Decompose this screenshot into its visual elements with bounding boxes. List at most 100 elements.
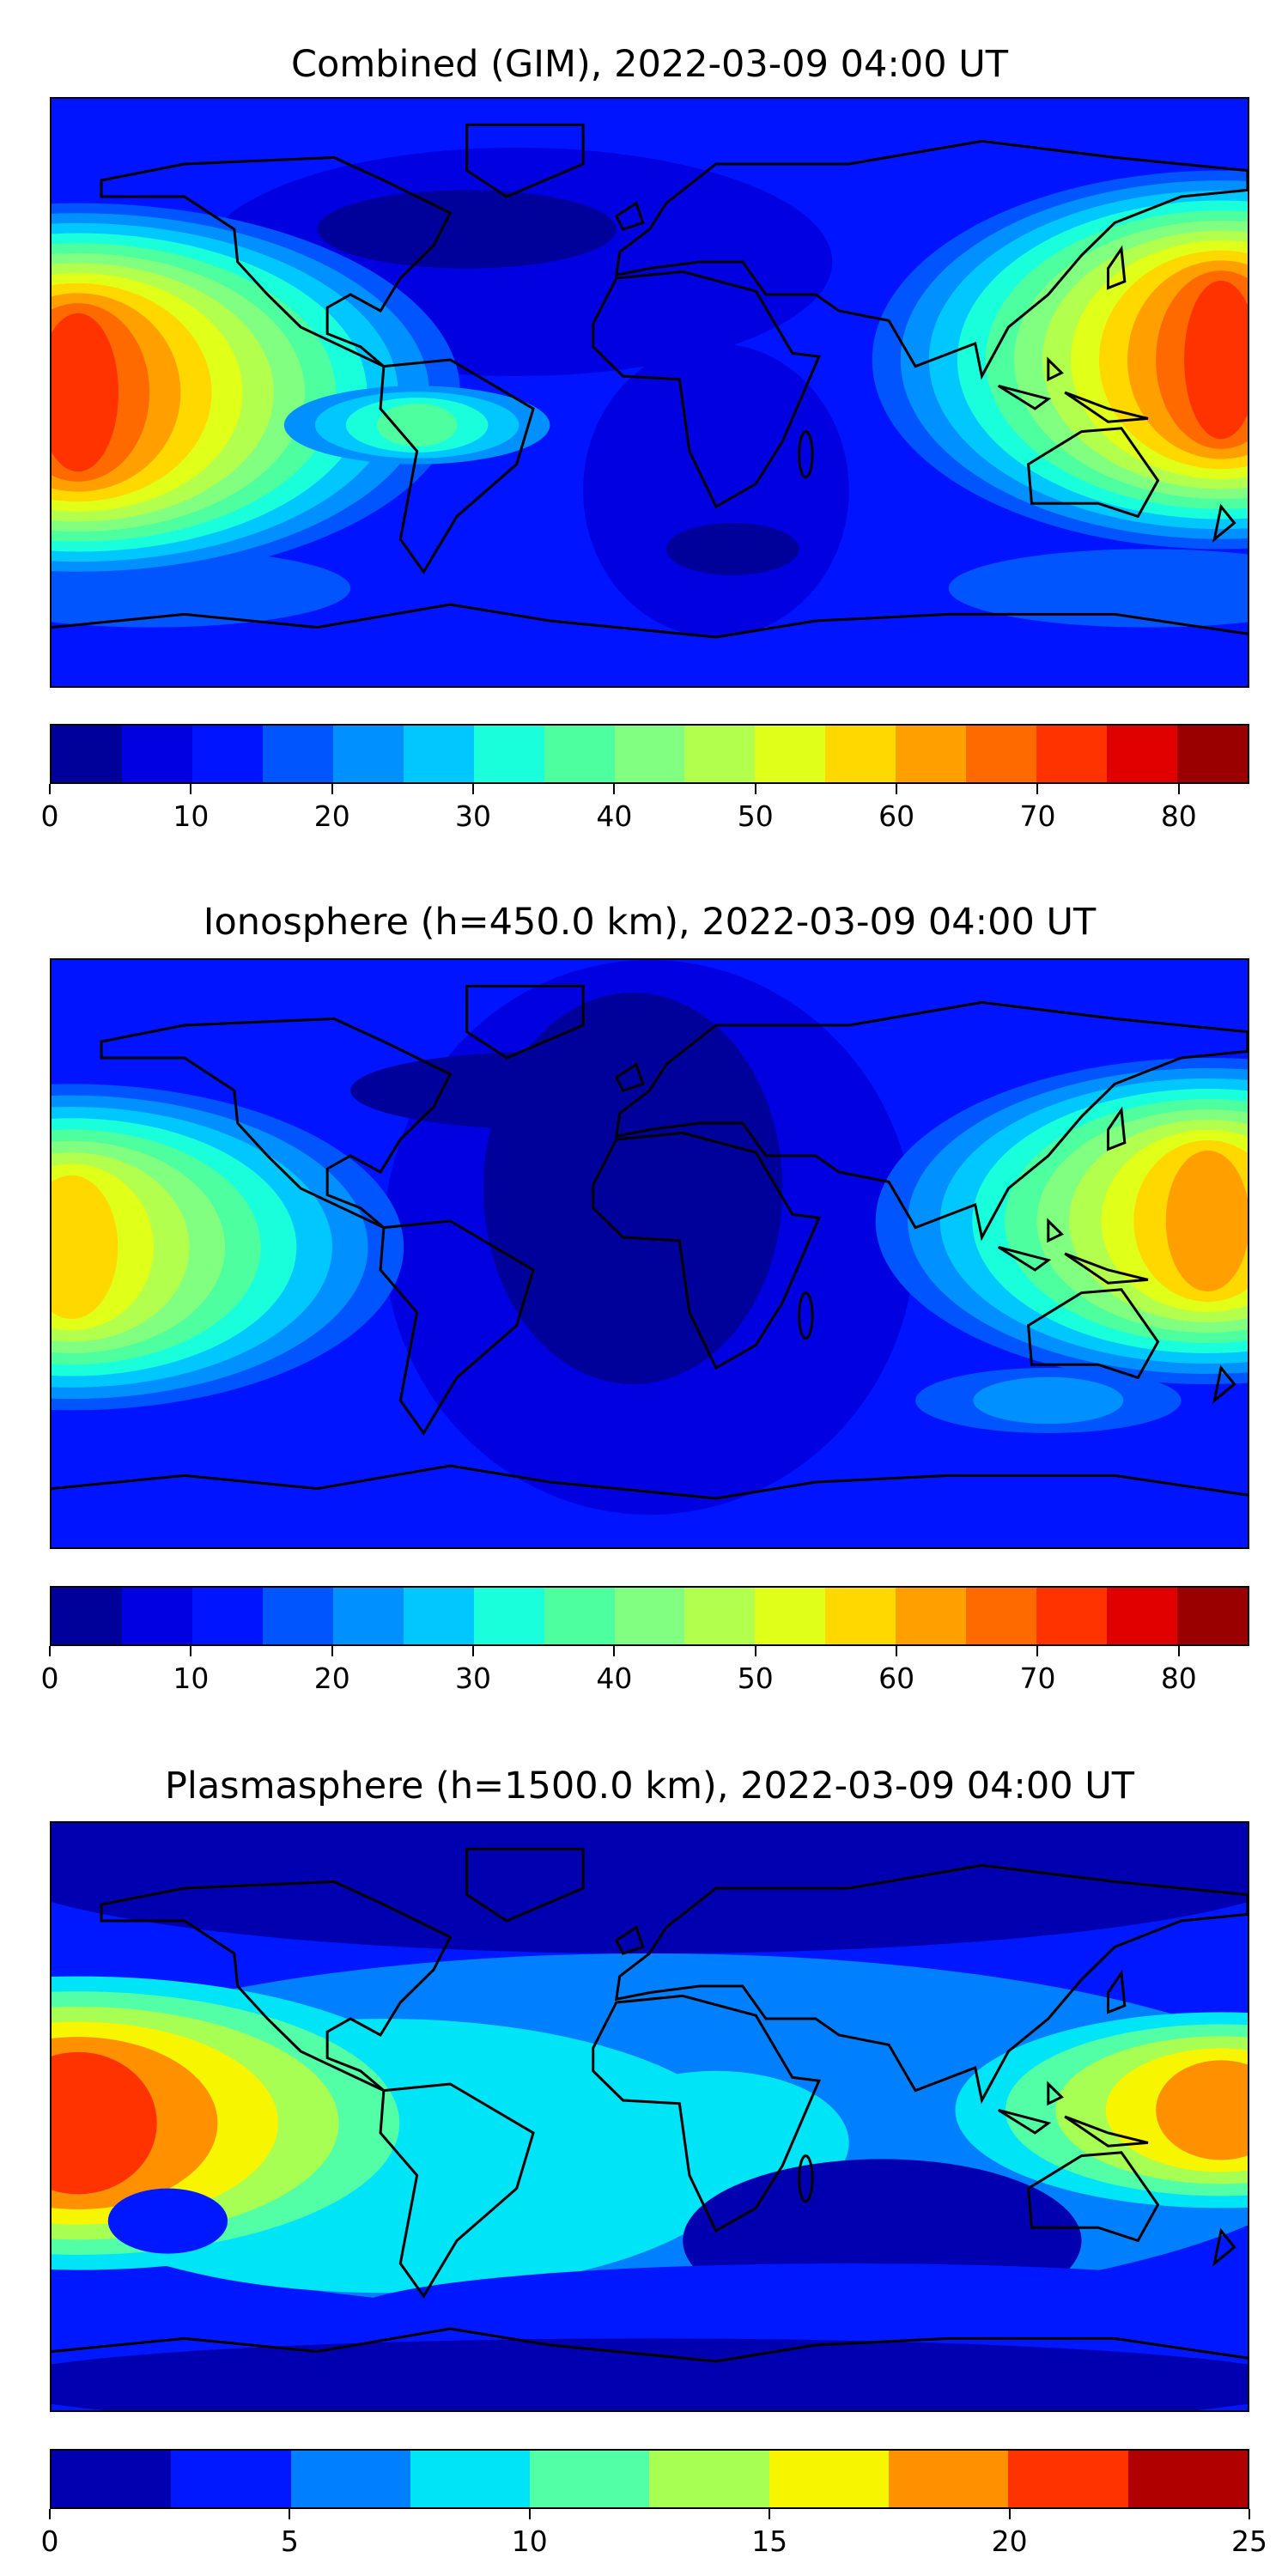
colorbar-tick xyxy=(289,2509,291,2519)
colorbar-bin xyxy=(262,726,333,782)
colorbar-bin xyxy=(1177,726,1248,782)
colorbar-bin xyxy=(332,1588,404,1644)
contour-map xyxy=(50,1821,1249,2412)
colorbar-bin xyxy=(52,726,122,782)
colorbar-bin xyxy=(614,726,685,782)
colorbar xyxy=(50,724,1249,784)
coastline xyxy=(380,360,533,572)
colorbar-bin xyxy=(191,726,263,782)
coastline xyxy=(1214,1368,1234,1400)
coastline xyxy=(799,2156,812,2202)
coastline xyxy=(999,1221,1148,1283)
colorbar-bin xyxy=(825,1588,896,1644)
colorbar-tick-label: 70 xyxy=(1019,799,1056,833)
colorbar-tick xyxy=(1249,2509,1250,2519)
coastline xyxy=(380,2084,533,2296)
colorbar-tick-label: 0 xyxy=(40,1662,59,1695)
colorbar-tick xyxy=(472,784,475,794)
colorbar-bin xyxy=(403,726,474,782)
contour-region xyxy=(948,549,1248,628)
colorbar-bin xyxy=(1177,1588,1248,1644)
colorbar-bin xyxy=(889,2451,1009,2507)
contour-region xyxy=(52,1823,1248,1953)
coastline xyxy=(1214,507,1234,539)
colorbar-tick xyxy=(472,1646,475,1656)
coastline xyxy=(101,157,450,366)
colorbar-tick-label: 50 xyxy=(737,1662,774,1695)
colorbar-bin xyxy=(473,726,544,782)
coastline xyxy=(617,204,643,229)
contour-level xyxy=(1184,280,1248,440)
colorbar-tick-label: 20 xyxy=(313,1662,350,1695)
coastline xyxy=(467,125,583,197)
colorbar-bin xyxy=(1036,726,1108,782)
contour-region xyxy=(583,343,849,637)
contour-region xyxy=(317,190,617,269)
colorbar-tick xyxy=(49,784,51,794)
colorbar-tick xyxy=(754,784,756,794)
coastline xyxy=(999,2084,1148,2146)
colorbar-tick xyxy=(1008,2509,1011,2519)
colorbar-tick xyxy=(754,1646,756,1656)
coastline xyxy=(1108,1973,1124,2013)
colorbar-tick xyxy=(1177,1646,1180,1656)
colorbar-bin xyxy=(614,1588,685,1644)
colorbar xyxy=(50,1586,1249,1646)
contour-level xyxy=(1156,2060,1248,2160)
coastline xyxy=(101,1881,450,2090)
coastline xyxy=(52,2329,1248,2361)
colorbar-tick-label: 0 xyxy=(40,2524,59,2558)
contour-level xyxy=(52,1175,118,1320)
colorbar-bin xyxy=(473,1588,544,1644)
coastline xyxy=(799,1293,812,1339)
coastline xyxy=(617,141,1248,376)
colorbar-bin xyxy=(290,2451,410,2507)
colorbar-bin xyxy=(191,1588,263,1644)
colorbar-tick xyxy=(769,2509,771,2519)
colorbar-bin xyxy=(52,1588,122,1644)
coastline xyxy=(1214,2231,1234,2263)
coastline xyxy=(1108,1110,1124,1150)
colorbar-bin xyxy=(649,2451,769,2507)
contour-region xyxy=(483,993,783,1384)
colorbar-tick xyxy=(49,1646,51,1656)
colorbar-bin xyxy=(530,2451,650,2507)
coastline xyxy=(467,986,583,1058)
colorbar-tick-label: 40 xyxy=(596,1662,633,1695)
colorbar-bin xyxy=(1008,2451,1128,2507)
colorbar-bin xyxy=(896,726,967,782)
coastline xyxy=(593,271,819,507)
coastline xyxy=(1029,2153,1158,2241)
colorbar-bin xyxy=(332,726,404,782)
colorbar-tick-label: 25 xyxy=(1231,2524,1267,2558)
chart-title: Plasmasphere (h=1500.0 km), 2022-03-09 0… xyxy=(164,1765,1135,1807)
colorbar-tick xyxy=(49,2509,51,2519)
colorbar-tick-label: 70 xyxy=(1019,1662,1056,1695)
colorbar-tick xyxy=(896,1646,898,1656)
colorbar-bin xyxy=(544,1588,615,1644)
coastline xyxy=(52,605,1248,637)
colorbar-bin xyxy=(966,1588,1037,1644)
colorbar-tick xyxy=(331,784,333,794)
contour-level xyxy=(52,2051,157,2195)
colorbar xyxy=(50,2449,1249,2509)
colorbar-tick xyxy=(331,1646,333,1656)
colorbar-bin xyxy=(684,1588,756,1644)
colorbar-tick-label: 60 xyxy=(878,799,915,833)
colorbar-bin xyxy=(755,726,826,782)
coastlines xyxy=(52,125,1248,637)
colorbar-tick-label: 40 xyxy=(596,799,633,833)
colorbar-bin xyxy=(966,726,1037,782)
colorbar-tick-label: 20 xyxy=(313,799,350,833)
contour-level xyxy=(1165,1150,1248,1292)
colorbar-bin xyxy=(52,2451,172,2507)
colorbar-bin xyxy=(1107,726,1177,782)
colorbar-tick-label: 20 xyxy=(991,2524,1028,2558)
coastline xyxy=(799,432,812,477)
coastline xyxy=(617,1065,643,1091)
colorbar-bin xyxy=(755,1588,826,1644)
coastlines xyxy=(52,986,1248,1498)
coastline xyxy=(617,1928,643,1953)
chart-title: Combined (GIM), 2022-03-09 04:00 UT xyxy=(290,43,1008,86)
colorbar-tick-label: 30 xyxy=(455,799,492,833)
